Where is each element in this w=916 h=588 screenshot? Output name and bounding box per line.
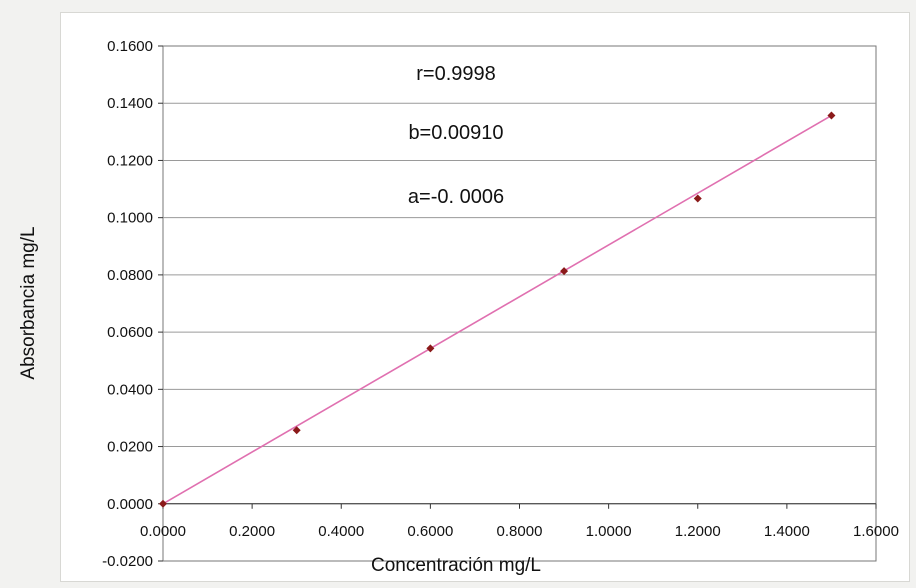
y-tick-label: 0.0800 [107,267,153,284]
y-axis-title: Absorbancia mg/L [18,226,39,379]
x-tick-label: 0.8000 [497,523,543,540]
data-points [159,111,836,508]
y-tick-label: 0.0600 [107,324,153,341]
y-tick-label: 0.1000 [107,210,153,227]
data-point [827,111,836,120]
data-point [292,426,301,435]
data-point [426,344,435,353]
plot-area [162,45,877,562]
x-axis-ticks: 0.0000 0.2000 0.4000 0.6000 0.8000 1.0000 1.20… [140,503,899,540]
y-tick-label: 0.1400 [107,95,153,112]
data-point [560,267,569,276]
x-tick-label: 1.2000 [675,523,721,540]
x-axis-title: Concentración mg/L [371,555,541,576]
annotation-a: a=-0. 0006 [408,186,504,208]
trendline [162,114,832,505]
y-axis-ticks: -0.0200 0.0000 0.0200 0.0400 0.0600 0.0800 0.1… [102,38,163,570]
y-tick-label: 0.1600 [107,38,153,55]
x-tick-label: 0.6000 [407,523,453,540]
x-tick-label: 1.0000 [586,523,632,540]
data-point [159,499,167,508]
y-tick-label: 0.0200 [107,439,153,456]
y-tick-label: 0.0000 [107,496,153,513]
annotation-r: r=0.9998 [416,63,496,85]
x-tick-label: 1.6000 [853,523,899,540]
x-tick-label: 1.4000 [764,523,810,540]
y-tick-label: 0.1200 [107,152,153,169]
y-tick-label: -0.0200 [102,553,153,570]
data-point [693,194,702,203]
y-tick-label: 0.0400 [107,381,153,398]
x-tick-label: 0.2000 [229,523,275,540]
x-tick-label: 0.4000 [318,523,364,540]
annotation-b: b=0.00910 [408,122,503,144]
x-tick-label: 0.0000 [140,523,186,540]
